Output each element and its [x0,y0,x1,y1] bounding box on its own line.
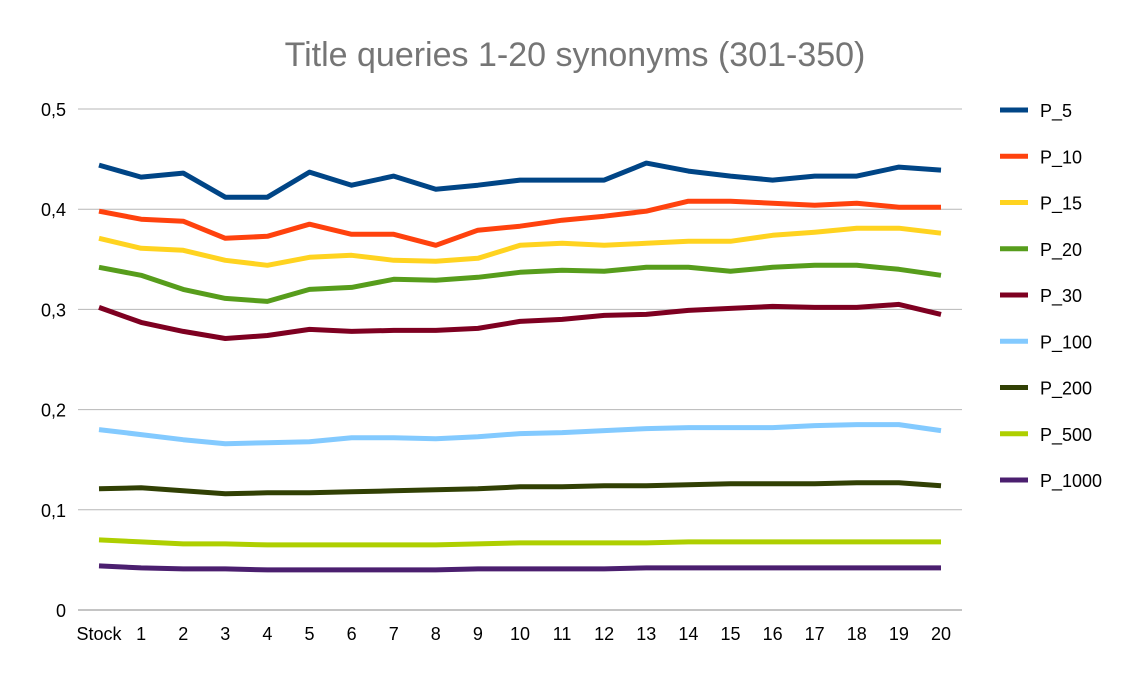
legend-item: P_20 [1000,240,1082,261]
series-line-p-10 [98,198,941,248]
legend-item: P_30 [1000,286,1082,307]
legend-item: P_200 [1000,379,1092,400]
legend-label: P_1000 [1040,471,1102,492]
legend-label: P_10 [1040,147,1082,168]
legend-label: P_200 [1040,379,1092,400]
chart-title: Title queries 1-20 synonyms (301-350) [285,36,866,74]
legend-item: P_100 [1000,332,1092,353]
gridlines [78,108,962,611]
x-tick-label: 19 [889,624,909,644]
x-axis-ticks: Stock 1 2 3 4 5 6 7 8 9 10 11 12 13 14 15 16 17 18 19 20 [76,624,951,644]
legend-label: P_100 [1040,332,1092,353]
y-tick-label: 0 [56,601,66,621]
series-line-p-1000 [98,563,941,573]
x-tick-label: 15 [720,624,740,644]
legend-label: P_500 [1040,425,1092,446]
series-line-p-20 [98,262,942,304]
series-line-p-500 [98,537,941,548]
x-tick-label: 18 [847,624,867,644]
x-tick-label: 1 [136,624,146,644]
x-tick-label: 13 [636,624,656,644]
x-tick-label: 16 [763,624,783,644]
series-line-p-200 [98,480,942,497]
x-tick-label: 17 [805,624,825,644]
series-line-p-30 [98,301,942,341]
legend-label: P_30 [1040,286,1082,307]
series-lines [98,160,942,573]
x-tick-label: 7 [389,624,399,644]
y-tick-label: 0,4 [41,200,66,220]
x-tick-label: 10 [510,624,530,644]
legend-item: P_500 [1000,425,1092,446]
y-axis-ticks: 0 0,1 0,2 0,3 0,4 0,5 [41,100,66,621]
series-line-p-5 [98,160,942,200]
x-tick-label: 3 [220,624,230,644]
legend-label: P_15 [1040,194,1082,215]
x-tick-label: 14 [678,624,698,644]
legend-item: P_5 [1000,101,1072,122]
series-line-p-100 [98,422,942,447]
x-tick-label: 6 [347,624,357,644]
legend-item: P_1000 [1000,471,1102,492]
x-tick-label: 9 [473,624,483,644]
x-tick-label: 20 [931,624,951,644]
y-tick-label: 0,5 [41,100,66,120]
x-tick-label: 12 [594,624,614,644]
x-tick-label: 2 [178,624,188,644]
x-tick-label: 11 [553,624,572,644]
legend-item: P_15 [1000,194,1082,215]
x-tick-label: 8 [431,624,441,644]
legend: P_5 P_10 P_15 P_20 P_30 P_100 P_200 P_500 P_1000 [1000,101,1102,492]
y-tick-label: 0,3 [41,300,66,320]
x-tick-label: Stock [76,624,122,644]
y-tick-label: 0,1 [41,501,66,521]
legend-label: P_5 [1040,101,1072,122]
y-tick-label: 0,2 [41,401,66,421]
series-line-p-15 [98,225,942,268]
legend-label: P_20 [1040,240,1082,261]
x-tick-label: 5 [304,624,314,644]
legend-item: P_10 [1000,147,1082,168]
x-tick-label: 4 [262,624,272,644]
